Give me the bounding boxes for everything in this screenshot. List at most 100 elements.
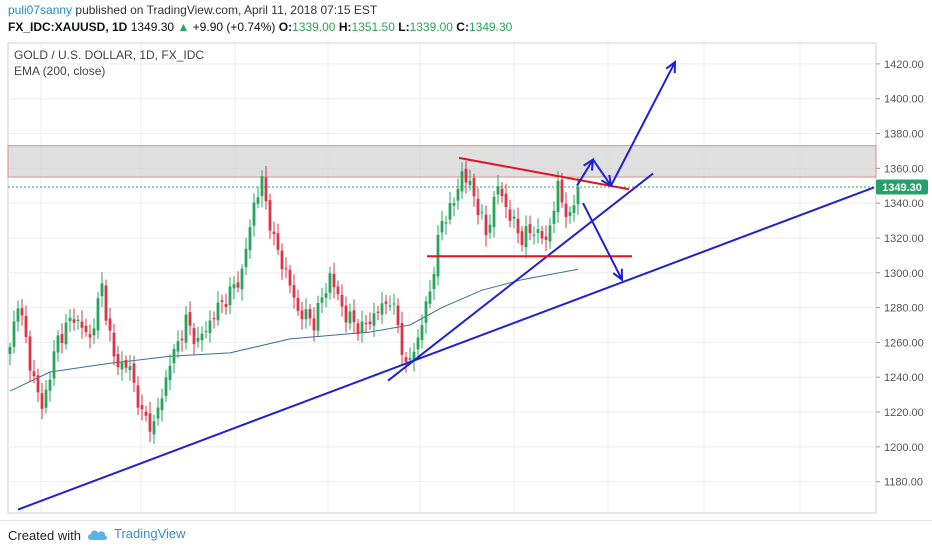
close-label: C: — [456, 20, 469, 34]
resistance-zone — [7, 145, 877, 178]
candle-body — [528, 224, 532, 234]
price-tick-label: 1300.00 — [884, 268, 924, 280]
candle-body — [72, 319, 76, 323]
candle-body — [164, 377, 168, 396]
candle-body — [276, 233, 280, 250]
candle-body — [168, 365, 172, 381]
candle-body — [112, 332, 116, 357]
price-tick-label: 1420.00 — [884, 59, 924, 71]
candle-body — [352, 310, 356, 323]
price-tick-label: 1180.00 — [884, 477, 923, 489]
support-trendline — [17, 186, 875, 511]
candle-body — [464, 168, 468, 183]
candle-body — [256, 197, 260, 204]
candle-body — [152, 421, 156, 435]
price-axis[interactable]: 1180.00 1200.00 1220.00 1240.00 1260.00 1280.… — [876, 59, 924, 489]
candle-body — [524, 226, 528, 248]
price-tick-label: 1280.00 — [884, 303, 924, 315]
candle-body — [56, 335, 60, 353]
candle-body — [260, 176, 264, 196]
candle-body — [284, 268, 288, 270]
candle-body — [100, 283, 104, 297]
candle-body — [80, 321, 84, 328]
brand-label: TradingView — [114, 526, 186, 541]
candle-body — [296, 298, 300, 311]
candle-body — [236, 282, 240, 288]
arrow-shaft — [582, 202, 623, 281]
candle-body — [268, 200, 272, 231]
candle-body — [64, 322, 68, 345]
candle-body — [572, 205, 576, 214]
low-value: 1339.00 — [409, 20, 453, 34]
candle-body — [68, 317, 72, 322]
price-tick-label: 1360.00 — [884, 163, 924, 175]
candle-body — [336, 286, 340, 295]
candle-body — [208, 320, 212, 334]
candle-body — [564, 203, 568, 218]
candle-body — [568, 211, 572, 216]
candle-body — [172, 349, 176, 364]
candle-body — [52, 351, 56, 379]
candle-body — [544, 236, 548, 240]
candle-body — [304, 309, 308, 320]
candle-body — [288, 269, 292, 286]
price-tick-label: 1340.00 — [884, 198, 924, 210]
ohlc-line: FX_IDC:XAUUSD, 1D 1349.30 ▲ +9.90 (+0.74… — [8, 20, 512, 34]
open-label: O: — [278, 20, 293, 34]
candle-body — [428, 291, 432, 304]
ema-line — [9, 268, 579, 392]
candle-body — [496, 186, 500, 195]
candle-body — [508, 209, 512, 221]
footer: Created with TradingView — [0, 520, 932, 551]
candle-body — [332, 273, 336, 288]
candle-body — [556, 180, 560, 213]
arrow-breakdown-down — [582, 202, 624, 282]
candle-body — [272, 231, 276, 235]
username-link[interactable]: puli07sanny — [8, 3, 73, 17]
candle-body — [48, 379, 52, 391]
candle-body — [136, 385, 140, 408]
candle-body — [540, 230, 544, 239]
candle-body — [264, 177, 268, 202]
candle-body — [344, 305, 348, 323]
candle-body — [488, 224, 492, 233]
plot-area[interactable] — [7, 42, 877, 514]
candle-body — [396, 305, 400, 326]
candle-body — [244, 248, 248, 268]
candle-body — [28, 336, 32, 371]
candle-body — [400, 323, 404, 355]
candle-body — [440, 220, 444, 233]
candle-body — [392, 303, 396, 305]
candle-body — [576, 186, 580, 205]
candle-body — [84, 325, 88, 333]
candle-body — [324, 293, 328, 298]
candle-body — [240, 268, 244, 290]
candle-body — [340, 294, 344, 307]
candle-body — [216, 302, 220, 321]
candle-body — [376, 311, 380, 313]
candle-body — [76, 319, 80, 321]
candle-body — [404, 357, 408, 363]
tradingview-brand[interactable]: TradingView — [86, 526, 186, 541]
chart-title: GOLD / U.S. DOLLAR, 1D, FX_IDC — [14, 48, 204, 62]
candle-body — [548, 225, 552, 242]
cloud-logo-icon — [88, 529, 108, 540]
candle-body — [8, 346, 12, 354]
symbol-label: FX_IDC:XAUUSD, 1D — [8, 20, 128, 34]
high-label: H: — [338, 20, 352, 34]
candle-body — [180, 338, 184, 341]
candle-body — [280, 250, 284, 270]
candle-body — [492, 196, 496, 228]
candle-body — [560, 179, 564, 203]
candle-body — [316, 302, 320, 331]
close-value: 1349.30 — [468, 20, 513, 34]
candle-body — [384, 301, 388, 304]
candle-body — [252, 202, 256, 226]
candle-body — [200, 333, 204, 341]
candle-body — [144, 411, 148, 416]
candle-body — [44, 389, 48, 408]
rising-trendline — [387, 172, 654, 382]
candle-body — [348, 311, 352, 324]
candle-body — [520, 231, 524, 246]
price-chart[interactable]: 1180.00 1200.00 1220.00 1240.00 1260.00 1280.… — [0, 40, 932, 520]
